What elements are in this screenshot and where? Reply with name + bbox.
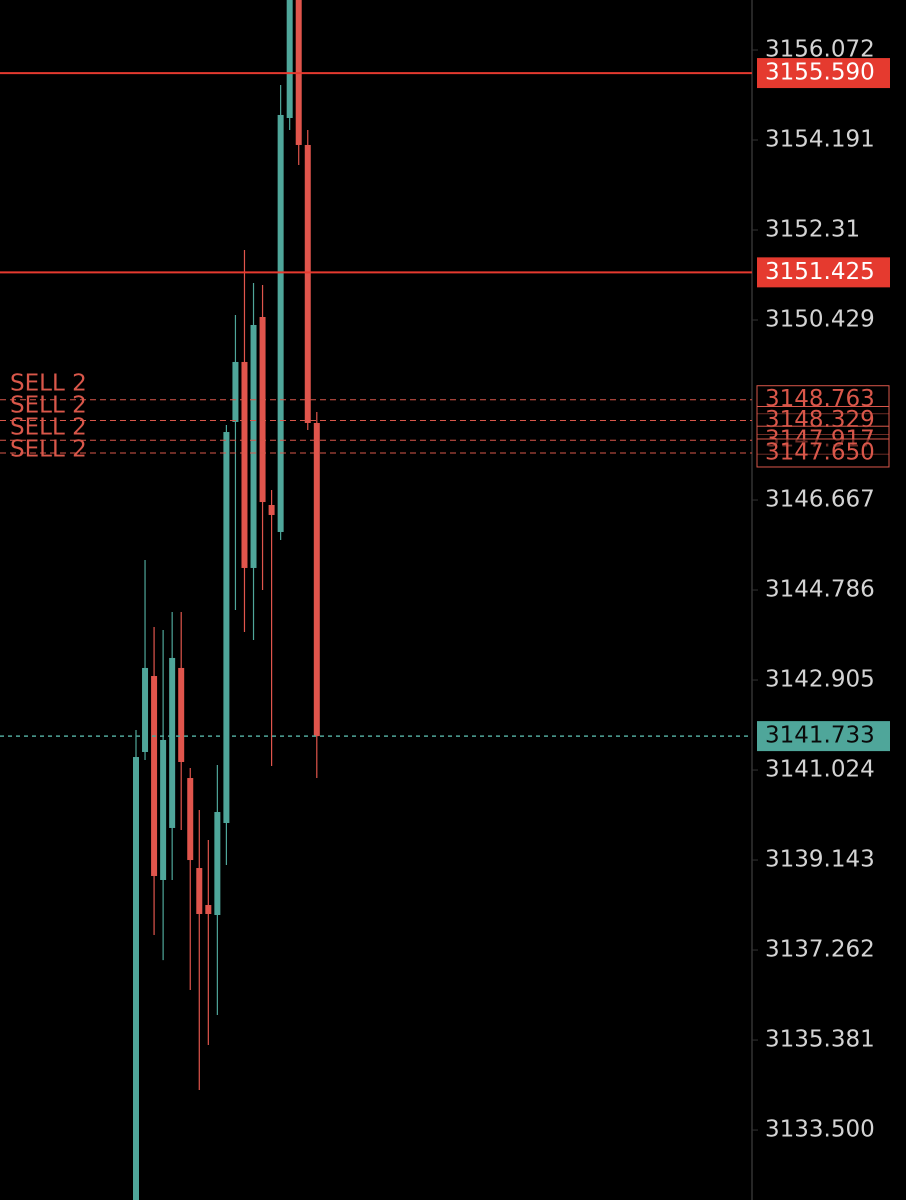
sell-order-name: SELL 2 <box>10 371 87 397</box>
y-tick-label: 3142.905 <box>765 667 875 693</box>
sell-order-name: SELL 2 <box>10 415 87 441</box>
candle-body <box>151 676 158 877</box>
price-box <box>757 58 890 89</box>
candle-body <box>304 144 311 423</box>
candle-body <box>232 361 239 422</box>
price-label: 3151.425 <box>765 259 875 285</box>
candle-body <box>259 316 266 503</box>
candle-body <box>133 757 139 1200</box>
y-tick-label: 3152.31 <box>765 217 860 243</box>
candle-body <box>196 868 203 915</box>
candle-body <box>169 657 176 828</box>
plot-area <box>133 0 320 1200</box>
candle-body <box>286 0 293 118</box>
current-price-box <box>757 721 890 752</box>
y-tick-label: 3139.143 <box>765 847 875 873</box>
candle-body <box>214 811 221 916</box>
price-box <box>757 257 890 288</box>
candle-body <box>241 361 248 568</box>
sell-order-name: SELL 2 <box>10 437 87 463</box>
candle-body <box>187 778 194 861</box>
candle-body <box>277 114 284 532</box>
sell-price-label: 3147.650 <box>765 439 875 465</box>
y-tick-label: 3137.262 <box>765 937 875 963</box>
candle-body <box>223 432 230 823</box>
price-label: 3155.590 <box>765 60 875 86</box>
sell-price-box <box>756 438 890 468</box>
y-tick-label: 3133.500 <box>765 1117 875 1143</box>
candle-body <box>205 905 212 915</box>
y-tick-label: 3146.667 <box>765 487 875 513</box>
candle-body <box>313 422 320 737</box>
candle-body <box>268 504 275 515</box>
candle-body <box>250 324 257 568</box>
current-price-label: 3141.733 <box>765 723 875 749</box>
candle-body <box>160 739 167 880</box>
candle-body <box>178 667 185 762</box>
y-tick-label: 3144.786 <box>765 577 875 603</box>
sell-order-name: SELL 2 <box>10 393 87 419</box>
y-tick-label: 3135.381 <box>765 1027 875 1053</box>
y-tick-label: 3150.429 <box>765 307 875 333</box>
y-tick-label: 3141.024 <box>765 757 875 783</box>
candle-body <box>142 667 149 752</box>
y-tick-label: 3154.191 <box>765 127 875 153</box>
